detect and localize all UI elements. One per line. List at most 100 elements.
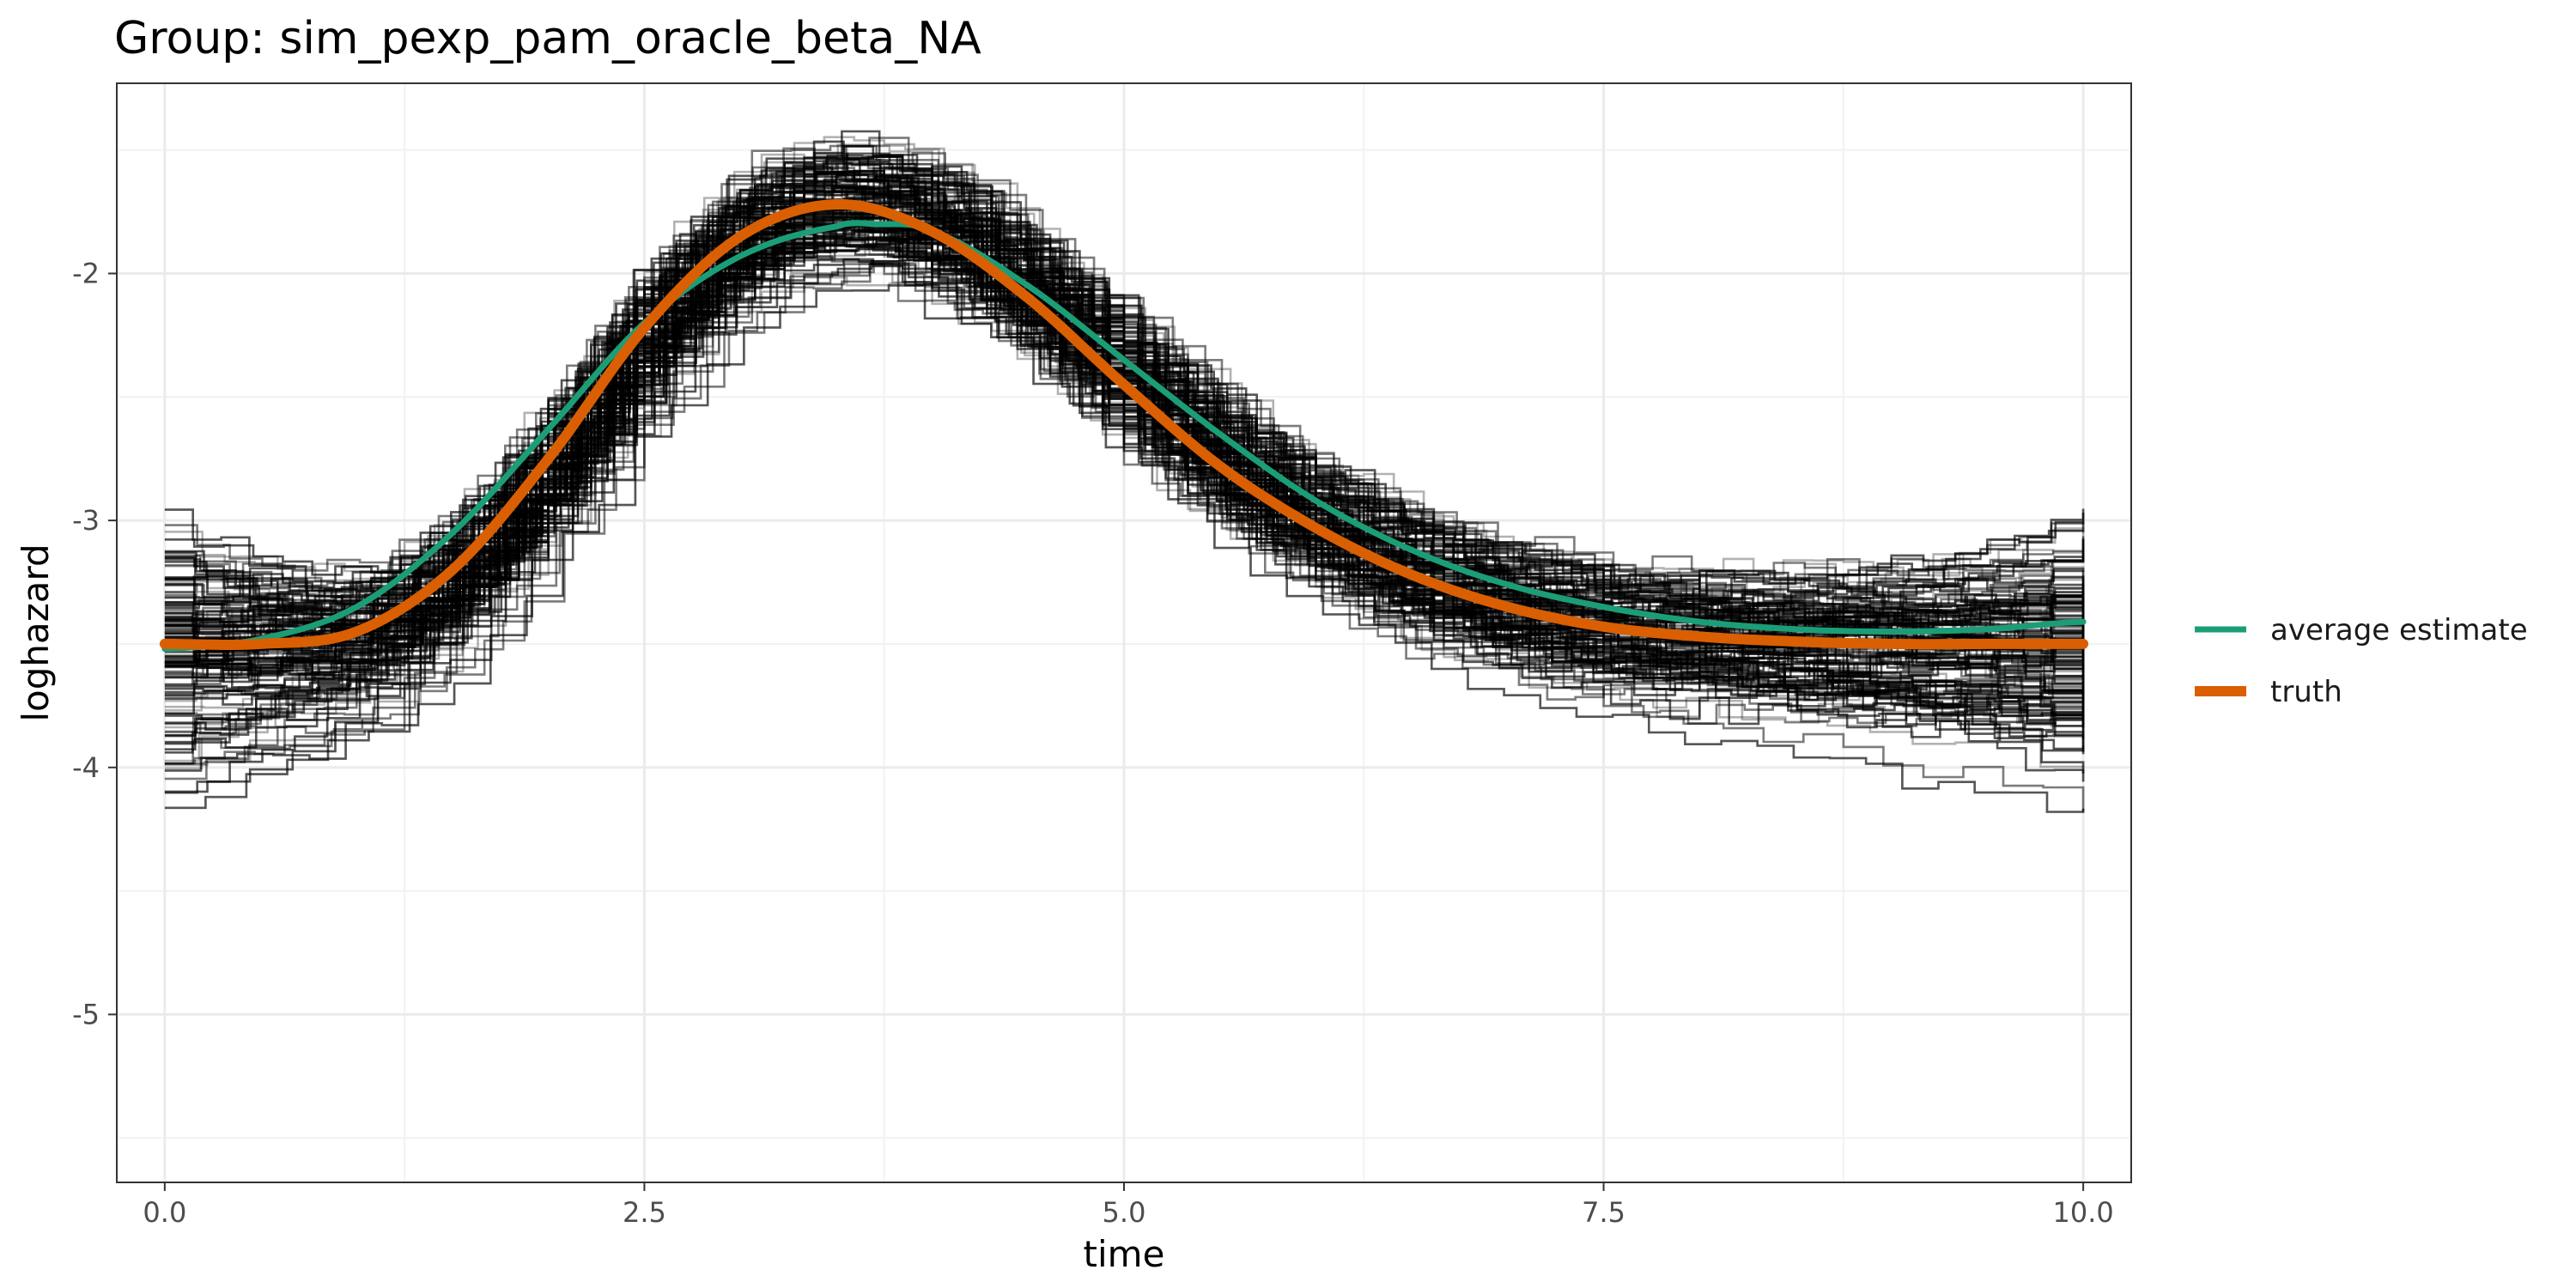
estimate-curve — [164, 210, 2085, 664]
estimate-curve — [164, 224, 2085, 737]
estimate-curve — [164, 202, 2085, 674]
estimate-curve — [164, 130, 2085, 659]
estimate-curve — [164, 202, 2085, 674]
estimate-curve — [164, 180, 2085, 673]
estimate-curve — [164, 231, 2085, 733]
estimate-curve — [164, 234, 2085, 706]
estimate-curve — [164, 166, 2085, 643]
estimate-curve — [164, 223, 2085, 717]
estimate-curve — [164, 216, 2085, 698]
estimate-curve — [164, 224, 2085, 733]
estimate-curve — [164, 249, 2085, 698]
estimate-curve — [164, 163, 2085, 631]
estimate-curve — [164, 222, 2085, 794]
estimate-curve — [164, 202, 2085, 720]
estimate-curve — [164, 234, 2085, 762]
estimate-curve — [164, 215, 2085, 667]
estimate-curve — [164, 158, 2085, 640]
estimate-curve — [164, 234, 2085, 724]
estimate-curve — [164, 211, 2085, 633]
estimate-curve — [164, 222, 2085, 794]
estimate-curve — [164, 155, 2085, 662]
legend: average estimate truth — [2195, 613, 2528, 709]
estimate-curve — [164, 175, 2085, 617]
estimate-curve — [164, 155, 2085, 662]
estimate-curve — [164, 179, 2085, 666]
estimate-curve — [164, 130, 2085, 659]
estimate-curve — [164, 169, 2085, 610]
estimate-curve — [164, 205, 2085, 690]
estimate-curve — [164, 228, 2085, 748]
estimate-curve — [164, 240, 2085, 714]
estimate-curve — [164, 210, 2085, 664]
estimate-curve — [164, 216, 2085, 661]
estimate-curve — [164, 186, 2085, 665]
estimate-curve — [164, 263, 2085, 700]
estimate-curve — [164, 228, 2085, 665]
estimate-curve — [164, 284, 2085, 813]
estimate-curve — [164, 263, 2085, 812]
grid — [117, 83, 2131, 1182]
estimate-curve — [164, 163, 2085, 663]
estimate-curve — [164, 161, 2085, 685]
estimate-curve — [164, 237, 2085, 689]
estimate-curve — [164, 179, 2085, 666]
estimate-curve — [164, 228, 2085, 748]
estimate-curve — [164, 230, 2085, 733]
estimate-curve — [164, 234, 2085, 706]
estimate-curve — [164, 205, 2085, 754]
estimate-curve — [164, 234, 2085, 793]
estimate-curve — [164, 186, 2085, 665]
x-tick-label: 5.0 — [1103, 1196, 1146, 1229]
estimate-curve — [164, 191, 2085, 665]
estimate-curve — [164, 170, 2085, 611]
estimate-curve — [164, 216, 2085, 661]
y-tick-label: -2 — [72, 257, 100, 289]
estimate-curve — [164, 205, 2085, 754]
estimate-curve — [164, 158, 2085, 601]
estimate-curve — [164, 171, 2085, 664]
x-tick-label: 10.0 — [2053, 1196, 2114, 1229]
estimate-curve — [164, 243, 2085, 678]
estimate-curve — [164, 222, 2085, 672]
estimate-curve — [164, 191, 2085, 697]
estimate-curve — [164, 263, 2085, 812]
estimate-curve — [164, 145, 2085, 606]
estimate-curve — [164, 223, 2085, 717]
estimate-curve — [164, 185, 2085, 745]
estimate-curve — [164, 264, 2085, 781]
estimate-curve — [164, 194, 2085, 623]
estimate-curve — [164, 166, 2085, 643]
estimate-curve — [164, 239, 2085, 728]
estimate-curve — [164, 145, 2085, 606]
estimate-curve — [164, 259, 2085, 697]
estimate-curve — [164, 191, 2085, 697]
estimate-curve — [164, 155, 2085, 679]
estimate-curve — [164, 213, 2085, 651]
estimate-curve — [164, 258, 2085, 740]
estimate-curve — [164, 198, 2085, 631]
estimate-curve — [164, 255, 2085, 708]
estimate-curve — [164, 171, 2085, 664]
estimate-curve — [164, 176, 2085, 702]
x-tick-label: 7.5 — [1582, 1196, 1625, 1229]
estimate-curve — [164, 158, 2085, 640]
estimate-curve — [164, 222, 2085, 672]
estimate-curve — [164, 222, 2085, 692]
estimate-curve — [164, 202, 2085, 674]
estimate-curve — [164, 198, 2085, 631]
estimate-curve — [164, 236, 2085, 698]
estimate-curve — [164, 258, 2085, 810]
estimate-curve — [164, 152, 2085, 659]
estimate-curve — [164, 185, 2085, 745]
estimate-curve — [164, 155, 2085, 679]
estimate-curve — [164, 179, 2085, 686]
estimate-curve — [164, 163, 2085, 663]
estimate-curve — [164, 186, 2085, 665]
y-tick-label: -5 — [72, 998, 100, 1030]
estimate-curve — [164, 169, 2085, 610]
estimate-curve — [164, 224, 2085, 696]
x-tick-label: 0.0 — [143, 1196, 186, 1229]
estimate-curve — [164, 276, 2085, 769]
estimate-curve — [164, 161, 2085, 685]
